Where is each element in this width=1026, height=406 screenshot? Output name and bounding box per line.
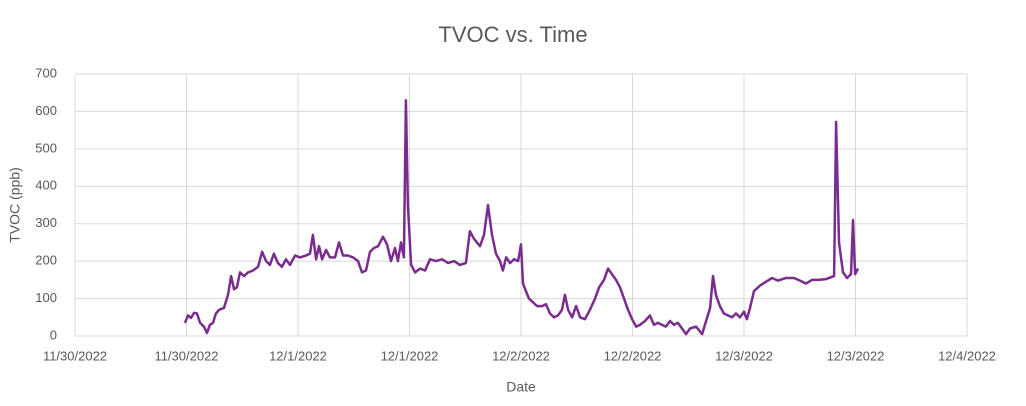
x-tick-label: 11/30/2022 xyxy=(43,348,107,363)
y-tick-label: 600 xyxy=(35,103,57,118)
x-tick-label: 12/1/2022 xyxy=(381,348,439,363)
y-tick-label: 400 xyxy=(35,178,57,193)
y-tick-label: 0 xyxy=(50,327,57,342)
x-tick-label: 12/2/2022 xyxy=(604,348,662,363)
y-tick-label: 100 xyxy=(35,290,57,305)
x-tick-label: 12/3/2022 xyxy=(827,348,885,363)
y-tick-label: 700 xyxy=(35,65,57,80)
data-line xyxy=(183,98,860,336)
x-tick-label: 12/1/2022 xyxy=(269,348,327,363)
chart-title: TVOC vs. Time xyxy=(438,22,587,47)
x-tick-label: 12/3/2022 xyxy=(715,348,773,363)
x-tick-label: 12/4/2022 xyxy=(938,348,996,363)
y-tick-label: 500 xyxy=(35,140,57,155)
x-axis-title: Date xyxy=(506,379,536,395)
x-tick-label: 11/30/2022 xyxy=(154,348,218,363)
y-tick-label: 300 xyxy=(35,215,57,230)
x-tick-label: 12/2/2022 xyxy=(492,348,550,363)
y-tick-label: 200 xyxy=(35,253,57,268)
y-axis-title: TVOC (ppb) xyxy=(7,167,23,242)
